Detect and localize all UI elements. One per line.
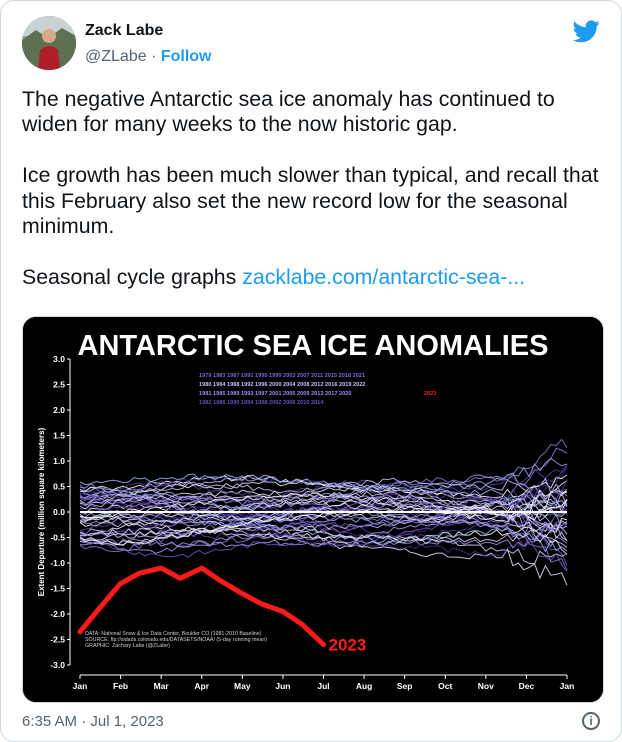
x-tick-label: Oct <box>438 681 452 691</box>
follow-button[interactable]: Follow <box>160 48 212 65</box>
series-2023-label: 2023 <box>329 636 367 655</box>
legend-2023: 2023 <box>424 391 436 397</box>
historical-anomaly-lines <box>79 438 568 586</box>
chart-title: ANTARCTIC SEA ICE ANOMALIES <box>78 330 549 362</box>
historical-year-line <box>79 488 568 540</box>
y-tick-label: -0.5 <box>50 533 65 543</box>
y-tick-label: 2.5 <box>53 380 65 390</box>
historical-year-line <box>79 463 568 500</box>
y-tick-label: 3.0 <box>53 354 65 364</box>
historical-year-line <box>79 488 568 541</box>
legend: 1979 1983 1987 1991 1995 1999 2003 2007 … <box>199 373 436 406</box>
author-name[interactable]: Zack Labe <box>85 22 164 39</box>
legend-row: 1979 1983 1987 1991 1995 1999 2003 2007 … <box>199 373 365 379</box>
timestamp[interactable]: 6:35 AM · Jul 1, 2023 <box>22 713 164 730</box>
legend-row: 1982 1986 1990 1994 1998 2002 2006 2010 … <box>199 400 324 406</box>
x-tick-labels: Jan Feb Mar Apr May Jun Jul Aug Sep Oct Nov Dec Jan <box>73 675 575 691</box>
y-tick-label: -1.0 <box>50 558 65 568</box>
separator: · <box>146 48 161 65</box>
x-tick-label: Nov <box>478 681 494 691</box>
y-tick-labels: 3.0 2.5 2.0 1.5 1.0 0.5 0.0 -0.5 -1.0 -1.5 -2.0 -2.… <box>50 354 70 670</box>
x-tick-label: Jan <box>73 681 88 691</box>
series-2023-line <box>77 565 326 648</box>
y-tick-label: 2.0 <box>53 405 65 415</box>
historical-year-line <box>79 505 568 527</box>
twitter-bird-icon[interactable] <box>573 20 600 43</box>
tweet-paragraph-2: Ice growth has been much slower than typ… <box>22 163 605 239</box>
historical-year-line <box>79 520 568 543</box>
historical-year-line <box>79 477 568 495</box>
y-tick-label: 0.5 <box>53 482 65 492</box>
x-tick-label: Jun <box>275 681 290 691</box>
x-tick-label: Mar <box>154 681 170 691</box>
y-tick-label: -3.0 <box>50 660 65 670</box>
chart: ANTARCTIC SEA ICE ANOMALIES Extent Depar… <box>23 317 603 702</box>
legend-row: 1981 1985 1989 1993 1997 2001 2005 2009 … <box>199 391 351 397</box>
tweet-paragraph-3: Seasonal cycle graphs zacklabe.com/antar… <box>22 265 602 290</box>
historical-year-line <box>79 479 568 517</box>
link-prefix: Seasonal cycle graphs <box>22 264 243 289</box>
tweet-paragraph-1: The negative Antarctic sea ice anomaly h… <box>22 87 561 137</box>
y-tick-label: -2.5 <box>50 635 65 645</box>
historical-year-line <box>79 457 568 515</box>
x-tick-label: Feb <box>113 681 128 691</box>
x-tick-label: May <box>234 681 251 691</box>
tweet-media[interactable]: ANTARCTIC SEA ICE ANOMALIES Extent Depar… <box>22 316 604 703</box>
x-tick-label: Dec <box>519 681 535 691</box>
historical-year-line <box>79 489 568 519</box>
y-tick-label: 1.5 <box>53 431 65 441</box>
historical-year-line <box>79 512 568 553</box>
historical-year-line <box>79 528 568 565</box>
x-tick-label: Aug <box>356 681 373 691</box>
author-handle[interactable]: @ZLabe <box>85 48 147 65</box>
historical-year-line <box>80 534 568 549</box>
historical-year-line <box>79 504 568 557</box>
credit-graphic: GRAPHIC: Zachary Labe (@ZLabe) <box>85 643 170 649</box>
legend-row: 1980 1984 1988 1992 1996 2000 2004 2008 … <box>199 382 365 388</box>
x-tick-label: Jul <box>317 681 329 691</box>
x-tick-label: Apr <box>194 681 209 691</box>
credit-source: SOURCE: ftp://sidads.colorado.edu/DATASE… <box>85 637 267 643</box>
x-tick-label: Sep <box>397 681 413 691</box>
credit-data: DATA: National Snow & Ice Data Center, B… <box>85 631 262 637</box>
avatar[interactable] <box>22 16 76 70</box>
chart-ylabel: Extent Departure (million square kilomet… <box>37 427 46 596</box>
historical-year-line <box>79 480 568 542</box>
historical-year-line <box>79 500 568 571</box>
historical-year-line <box>79 473 568 507</box>
y-tick-label: 0.0 <box>53 507 65 517</box>
tweet-text: The negative Antarctic sea ice anomaly h… <box>22 87 602 316</box>
tweet-link[interactable]: zacklabe.com/antarctic-sea-... <box>242 264 526 289</box>
y-tick-label: 1.0 <box>53 456 65 466</box>
historical-year-line <box>79 517 568 543</box>
x-tick-label: Jan <box>560 681 575 691</box>
y-tick-label: -1.5 <box>50 584 65 594</box>
avatar-image <box>22 16 76 70</box>
y-tick-label: -2.0 <box>50 609 65 619</box>
handle-row: @ZLabe · Follow <box>85 48 211 66</box>
info-icon[interactable]: i <box>582 712 600 730</box>
